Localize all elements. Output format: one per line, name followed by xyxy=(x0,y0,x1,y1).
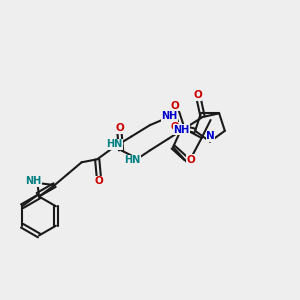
Text: O: O xyxy=(187,155,196,165)
Text: NH: NH xyxy=(25,176,41,187)
Text: NH: NH xyxy=(161,111,177,121)
Text: HN: HN xyxy=(124,155,140,165)
Text: O: O xyxy=(94,176,103,186)
Text: NH: NH xyxy=(173,125,190,135)
Text: O: O xyxy=(171,100,180,111)
Text: O: O xyxy=(115,123,124,134)
Text: HN: HN xyxy=(106,139,122,149)
Text: N: N xyxy=(206,131,215,141)
Text: O: O xyxy=(193,90,202,100)
Text: O: O xyxy=(171,122,180,132)
